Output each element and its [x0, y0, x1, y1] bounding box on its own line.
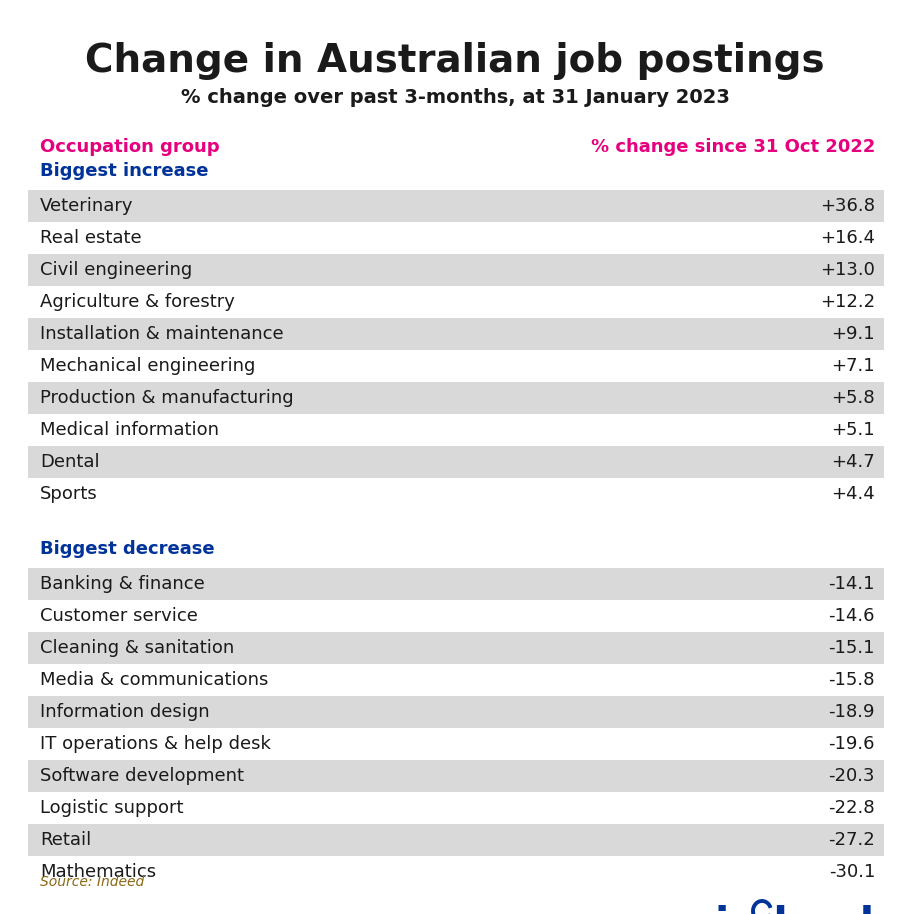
Bar	[28, 190, 884, 222]
Text: Mechanical engineering: Mechanical engineering	[40, 357, 256, 375]
Text: Veterinary: Veterinary	[40, 197, 134, 215]
Text: -14.6: -14.6	[828, 607, 875, 625]
Bar	[28, 568, 884, 600]
Text: +9.1: +9.1	[832, 325, 875, 343]
Text: Biggest decrease: Biggest decrease	[40, 540, 215, 558]
Text: +5.8: +5.8	[832, 389, 875, 407]
Text: Banking & finance: Banking & finance	[40, 575, 205, 593]
Text: Retail: Retail	[40, 831, 91, 849]
Text: Sports: Sports	[40, 485, 97, 503]
Text: Mathematics: Mathematics	[40, 863, 157, 881]
Text: Cleaning & sanitation: Cleaning & sanitation	[40, 639, 234, 657]
Text: Source: Indeed: Source: Indeed	[40, 875, 145, 889]
Text: -15.1: -15.1	[828, 639, 875, 657]
Text: Information design: Information design	[40, 703, 209, 721]
Text: +12.2: +12.2	[820, 293, 875, 311]
Bar	[28, 318, 884, 350]
Text: -15.8: -15.8	[828, 671, 875, 689]
Text: +4.7: +4.7	[831, 453, 875, 471]
Text: Dental: Dental	[40, 453, 99, 471]
Bar	[28, 254, 884, 286]
Text: % change over past 3-months, at 31 January 2023: % change over past 3-months, at 31 Janua…	[180, 88, 730, 107]
Text: Installation & maintenance: Installation & maintenance	[40, 325, 284, 343]
Text: +7.1: +7.1	[832, 357, 875, 375]
Text: % change since 31 Oct 2022: % change since 31 Oct 2022	[591, 138, 875, 156]
Text: +13.0: +13.0	[820, 261, 875, 279]
Text: Civil engineering: Civil engineering	[40, 261, 192, 279]
Bar	[28, 382, 884, 414]
Text: indeed: indeed	[715, 905, 875, 914]
Text: Occupation group: Occupation group	[40, 138, 219, 156]
Text: -20.3: -20.3	[828, 767, 875, 785]
Text: +5.1: +5.1	[832, 421, 875, 439]
Text: +4.4: +4.4	[831, 485, 875, 503]
Text: +16.4: +16.4	[820, 229, 875, 247]
Text: Customer service: Customer service	[40, 607, 197, 625]
Text: Software development: Software development	[40, 767, 244, 785]
Text: Biggest increase: Biggest increase	[40, 162, 208, 180]
Text: Media & communications: Media & communications	[40, 671, 268, 689]
Bar	[28, 824, 884, 856]
Text: Real estate: Real estate	[40, 229, 142, 247]
Text: Production & manufacturing: Production & manufacturing	[40, 389, 294, 407]
Text: Logistic support: Logistic support	[40, 799, 184, 817]
Text: -30.1: -30.1	[829, 863, 875, 881]
Text: -27.2: -27.2	[828, 831, 875, 849]
Text: -19.6: -19.6	[828, 735, 875, 753]
Text: IT operations & help desk: IT operations & help desk	[40, 735, 271, 753]
Text: -14.1: -14.1	[828, 575, 875, 593]
Bar	[28, 696, 884, 728]
Text: Change in Australian job postings: Change in Australian job postings	[86, 42, 824, 80]
Text: -18.9: -18.9	[828, 703, 875, 721]
Bar	[28, 760, 884, 792]
Bar	[28, 632, 884, 664]
Text: +36.8: +36.8	[820, 197, 875, 215]
Text: Agriculture & forestry: Agriculture & forestry	[40, 293, 235, 311]
Bar	[28, 446, 884, 478]
Text: Medical information: Medical information	[40, 421, 219, 439]
Text: -22.8: -22.8	[828, 799, 875, 817]
